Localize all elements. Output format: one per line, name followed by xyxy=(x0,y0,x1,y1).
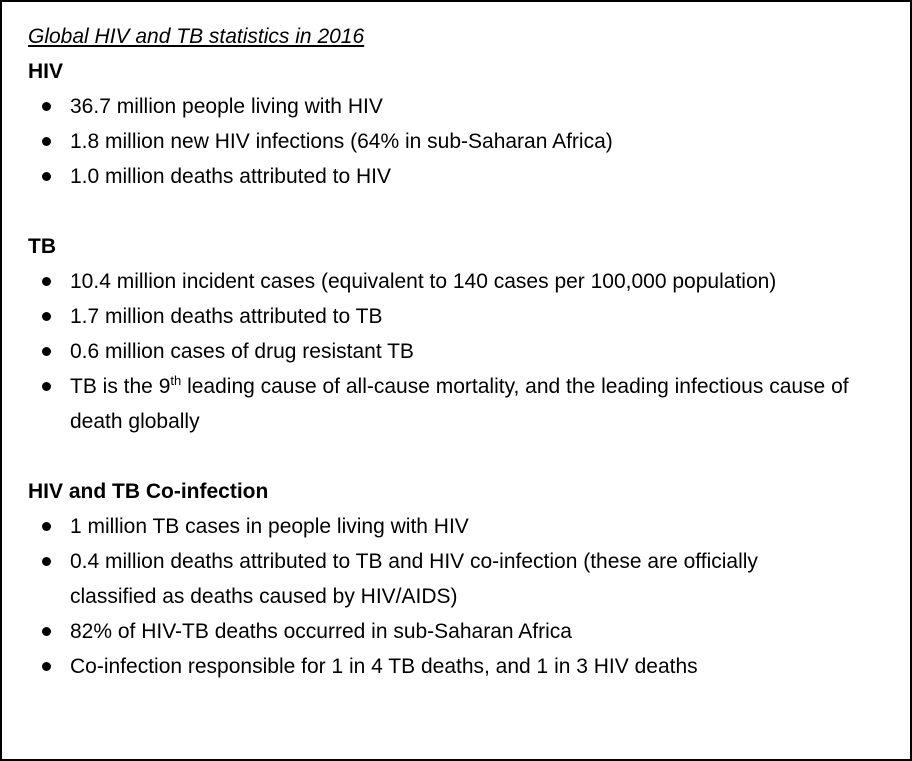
section-heading: HIV and TB Co-infection xyxy=(28,480,269,503)
section-heading: TB xyxy=(28,235,56,258)
bullet-list: 36.7 million people living with HIV 1.8 m… xyxy=(28,89,910,194)
bullet-item: 0.4 million deaths attributed to TB and … xyxy=(28,544,850,614)
title: Global HIV and TB statistics in 2016 xyxy=(28,25,365,48)
bullet-item: 82% of HIV-TB deaths occurred in sub-Sah… xyxy=(28,614,850,649)
sections: HIV 36.7 million people living with HIV 1.… xyxy=(28,54,910,684)
bullet-list: 1 million TB cases in people living with… xyxy=(28,509,910,684)
bullet-item: 36.7 million people living with HIV xyxy=(28,89,850,124)
section: HIV 36.7 million people living with HIV 1.… xyxy=(28,54,910,194)
section: TB 10.4 million incident cases (equivalen… xyxy=(28,229,910,439)
section-heading: HIV xyxy=(28,60,64,83)
text-part: TB is the 9 xyxy=(70,375,171,398)
section: HIV and TB Co-infection 1 million TB case… xyxy=(28,474,910,684)
bullet-item: Co-infection responsible for 1 in 4 TB d… xyxy=(28,649,850,684)
content: Global HIV and TB statistics in 2016 HIV… xyxy=(2,2,910,684)
bullet-item: 1 million TB cases in people living with… xyxy=(28,509,850,544)
bullet-item: 1.7 million deaths attributed to TB xyxy=(28,299,850,334)
bullet-item: 1.8 million new HIV infections (64% in s… xyxy=(28,124,850,159)
bullet-item: TB is the 9th leading cause of all-cause… xyxy=(28,369,850,439)
superscript: th xyxy=(170,373,182,388)
bullet-item: 10.4 million incident cases (equivalent … xyxy=(28,264,850,299)
text-part: leading cause of all-cause mortality, an… xyxy=(70,375,849,433)
bullet-item: 0.6 million cases of drug resistant TB xyxy=(28,334,850,369)
bullet-list: 10.4 million incident cases (equivalent … xyxy=(28,264,910,439)
bullet-item: 1.0 million deaths attributed to HIV xyxy=(28,159,850,194)
